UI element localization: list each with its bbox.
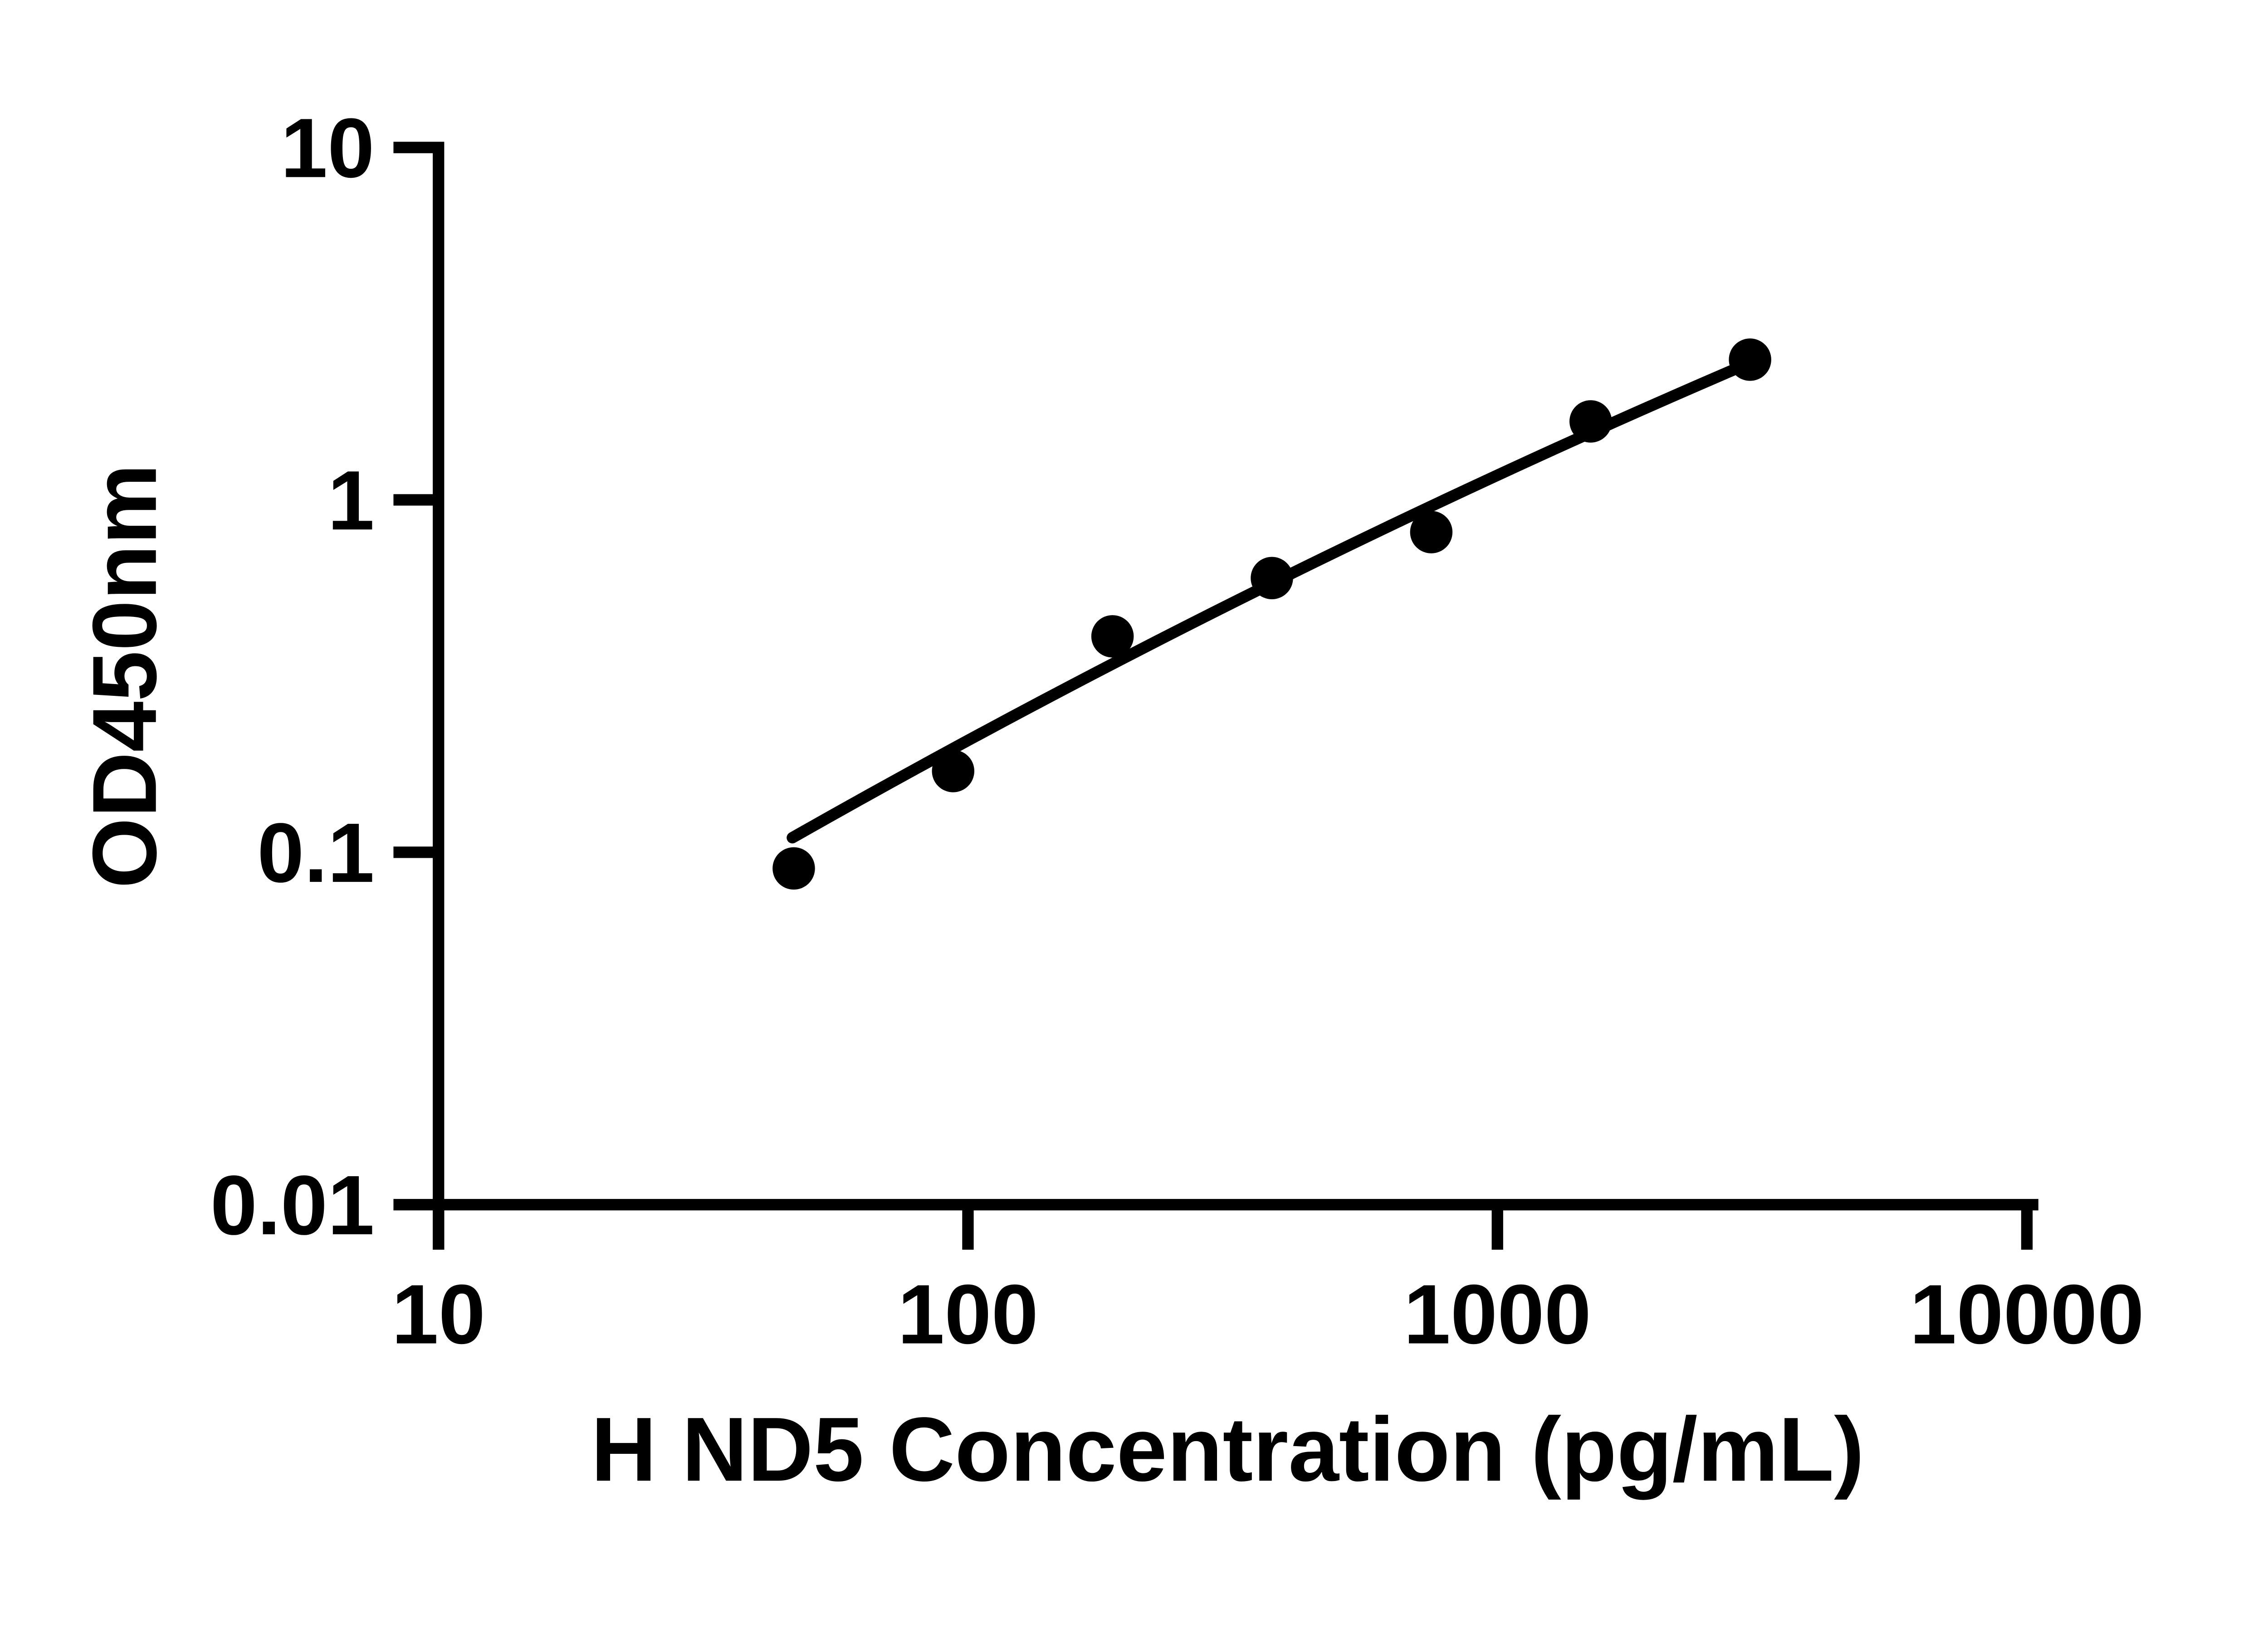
- data-point: [1410, 511, 1453, 553]
- y-tick-label: 10: [281, 101, 375, 195]
- data-point: [1729, 338, 1771, 381]
- x-tick-label: 1000: [1403, 1267, 1591, 1361]
- data-point: [772, 847, 815, 890]
- x-tick-label: 100: [898, 1267, 1038, 1361]
- x-axis-title: H ND5 Concentration (pg/mL): [591, 1398, 1864, 1500]
- figure: 10 1 0.1 0.01 10 100 1000 10000 H ND5 Concentrat…: [73, 101, 2144, 1501]
- y-tick-label: 0.01: [210, 1159, 375, 1252]
- x-tick-label: 10: [391, 1267, 485, 1361]
- data-point: [1251, 557, 1293, 600]
- data-point: [932, 750, 974, 792]
- data-point: [1569, 400, 1612, 443]
- y-tick-label: 1: [327, 454, 374, 548]
- y-axis-title: OD450nm: [74, 464, 176, 888]
- y-tick-label: 0.1: [257, 806, 374, 900]
- data-point: [1091, 615, 1134, 658]
- x-tick-label: 10000: [1910, 1267, 2144, 1361]
